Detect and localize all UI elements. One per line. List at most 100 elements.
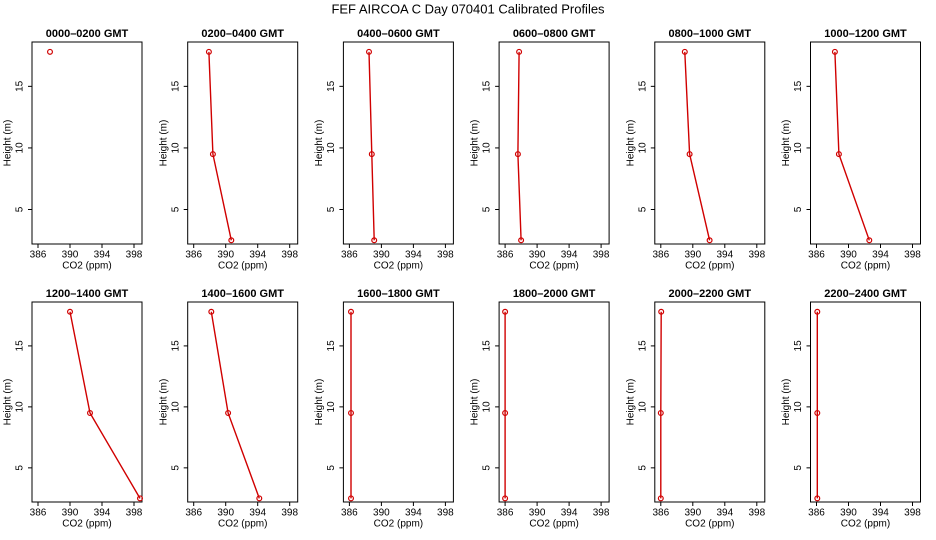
profile-point bbox=[658, 308, 665, 315]
x-tick-label: 398 bbox=[593, 508, 610, 519]
x-tick-label: 398 bbox=[437, 508, 454, 519]
y-tick-label: 15 bbox=[326, 80, 337, 92]
y-axis-label: Height (m) bbox=[470, 120, 481, 167]
y-tick-label: 5 bbox=[482, 206, 493, 212]
panel-title: 0000–0200 GMT bbox=[46, 28, 129, 40]
panel-title: 0200–0400 GMT bbox=[201, 28, 284, 40]
panel-title: 0600–0800 GMT bbox=[513, 28, 596, 40]
profile-point bbox=[814, 495, 821, 502]
profile-point bbox=[368, 151, 375, 158]
x-tick-label: 394 bbox=[872, 508, 889, 519]
x-tick-label: 386 bbox=[808, 250, 825, 261]
y-tick-label: 5 bbox=[326, 206, 337, 212]
panel-title: 1000–1200 GMT bbox=[824, 28, 907, 40]
profile-point bbox=[516, 48, 523, 55]
profile-point bbox=[657, 495, 664, 502]
y-tick-label: 10 bbox=[637, 142, 648, 154]
x-tick-label: 390 bbox=[684, 508, 701, 519]
y-tick-label: 15 bbox=[637, 80, 648, 92]
plot-box bbox=[187, 41, 299, 245]
profile-point bbox=[657, 409, 664, 416]
x-tick-label: 394 bbox=[561, 508, 578, 519]
profile-line bbox=[208, 51, 232, 241]
plot-box bbox=[654, 41, 766, 245]
y-tick-label: 10 bbox=[170, 142, 181, 154]
y-tick-label: 15 bbox=[170, 80, 181, 92]
y-axis-label: Height (m) bbox=[3, 379, 14, 426]
x-tick-label: 398 bbox=[437, 250, 454, 261]
profile-point bbox=[256, 495, 263, 502]
y-axis-label: Height (m) bbox=[470, 379, 481, 426]
y-tick-label: 15 bbox=[326, 340, 337, 352]
profile-point bbox=[209, 151, 216, 158]
x-tick-label: 390 bbox=[529, 250, 546, 261]
profile-point bbox=[866, 237, 873, 244]
x-tick-label: 386 bbox=[341, 250, 358, 261]
x-tick-label: 398 bbox=[281, 250, 298, 261]
x-axis-label: CO2 (ppm) bbox=[841, 261, 890, 272]
x-tick-label: 386 bbox=[808, 508, 825, 519]
y-tick-label: 5 bbox=[793, 465, 804, 471]
profile-point bbox=[814, 409, 821, 416]
y-tick-label: 10 bbox=[793, 142, 804, 154]
y-tick-label: 10 bbox=[15, 401, 26, 413]
y-tick-label: 5 bbox=[170, 465, 181, 471]
panel-title: 1600–1800 GMT bbox=[357, 288, 440, 300]
y-axis-label: Height (m) bbox=[781, 379, 792, 426]
y-axis-label: Height (m) bbox=[158, 120, 169, 167]
profile-point bbox=[366, 48, 373, 55]
profile-point bbox=[681, 48, 688, 55]
x-tick-label: 390 bbox=[217, 508, 234, 519]
x-tick-label: 386 bbox=[30, 508, 47, 519]
x-axis-label: CO2 (ppm) bbox=[62, 261, 111, 272]
plot-box bbox=[342, 41, 454, 245]
profile-line bbox=[517, 51, 522, 241]
profile-point bbox=[66, 308, 73, 315]
y-tick-label: 15 bbox=[15, 80, 26, 92]
profile-point bbox=[514, 151, 521, 158]
page-title: FEF AIRCOA C Day 070401 Calibrated Profi… bbox=[331, 1, 605, 16]
profile-point bbox=[208, 308, 215, 315]
profile-line bbox=[368, 51, 375, 241]
profile-line bbox=[684, 51, 711, 241]
profile-line bbox=[834, 51, 870, 241]
y-tick-label: 15 bbox=[482, 340, 493, 352]
x-axis-label: CO2 (ppm) bbox=[218, 519, 267, 530]
x-tick-label: 386 bbox=[497, 508, 514, 519]
y-tick-label: 10 bbox=[482, 142, 493, 154]
profile-point bbox=[225, 409, 232, 416]
y-axis-label: Height (m) bbox=[625, 379, 636, 426]
x-tick-label: 398 bbox=[748, 250, 765, 261]
panel-title: 1200–1400 GMT bbox=[46, 288, 129, 300]
profile-point bbox=[348, 409, 355, 416]
x-tick-label: 398 bbox=[126, 508, 143, 519]
y-axis-label: Height (m) bbox=[314, 120, 325, 167]
profile-point bbox=[835, 151, 842, 158]
plot-box bbox=[31, 301, 143, 503]
profile-point bbox=[502, 409, 509, 416]
profile-point bbox=[228, 237, 235, 244]
profile-line bbox=[69, 311, 141, 499]
profile-point bbox=[831, 48, 838, 55]
x-tick-label: 398 bbox=[126, 250, 143, 261]
profile-point bbox=[502, 495, 509, 502]
panel-title: 0400–0600 GMT bbox=[357, 28, 440, 40]
y-tick-label: 5 bbox=[793, 206, 804, 212]
x-axis-label: CO2 (ppm) bbox=[685, 261, 734, 272]
y-tick-label: 15 bbox=[482, 80, 493, 92]
profile-point bbox=[371, 237, 378, 244]
x-axis-label: CO2 (ppm) bbox=[841, 519, 890, 530]
x-tick-label: 390 bbox=[840, 250, 857, 261]
plot-box bbox=[31, 41, 143, 245]
x-tick-label: 386 bbox=[341, 508, 358, 519]
x-tick-label: 386 bbox=[185, 250, 202, 261]
profile-line bbox=[210, 311, 260, 499]
y-tick-label: 15 bbox=[637, 340, 648, 352]
profile-point bbox=[86, 409, 93, 416]
x-tick-label: 398 bbox=[904, 508, 921, 519]
y-axis-label: Height (m) bbox=[158, 379, 169, 426]
plot-box bbox=[810, 301, 921, 503]
y-tick-label: 15 bbox=[170, 340, 181, 352]
x-axis-label: CO2 (ppm) bbox=[529, 519, 578, 530]
